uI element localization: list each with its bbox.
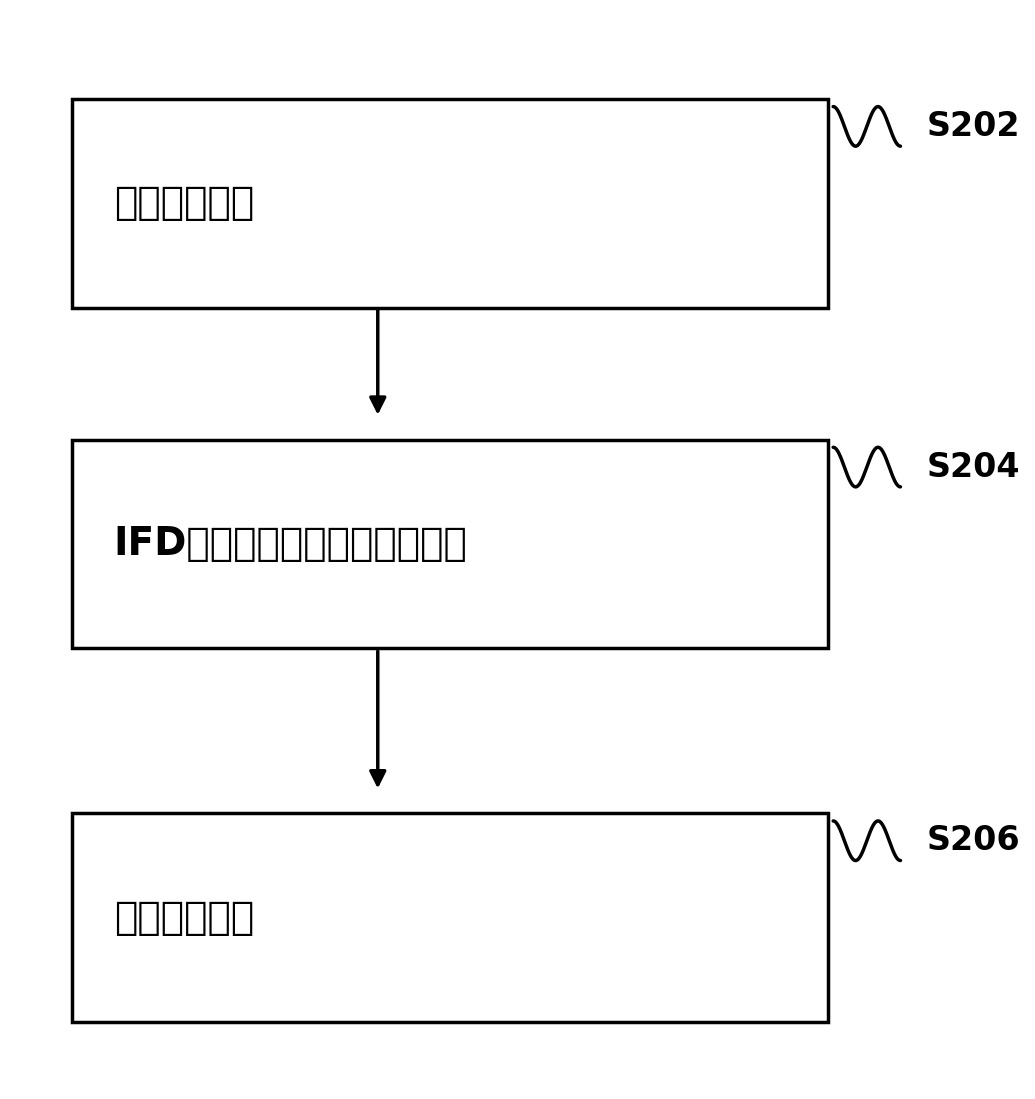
Text: S206: S206 <box>926 824 1019 857</box>
Bar <box>72 813 828 1022</box>
Text: 电流检测步骤: 电流检测步骤 <box>114 185 255 222</box>
Text: S202: S202 <box>926 110 1019 143</box>
Text: S204: S204 <box>926 451 1019 484</box>
Text: IFD净化模块安装数量判断步骤: IFD净化模块安装数量判断步骤 <box>114 525 468 563</box>
Bar <box>72 440 828 648</box>
Text: 转速控制步骤: 转速控制步骤 <box>114 899 255 936</box>
Bar <box>72 99 828 308</box>
